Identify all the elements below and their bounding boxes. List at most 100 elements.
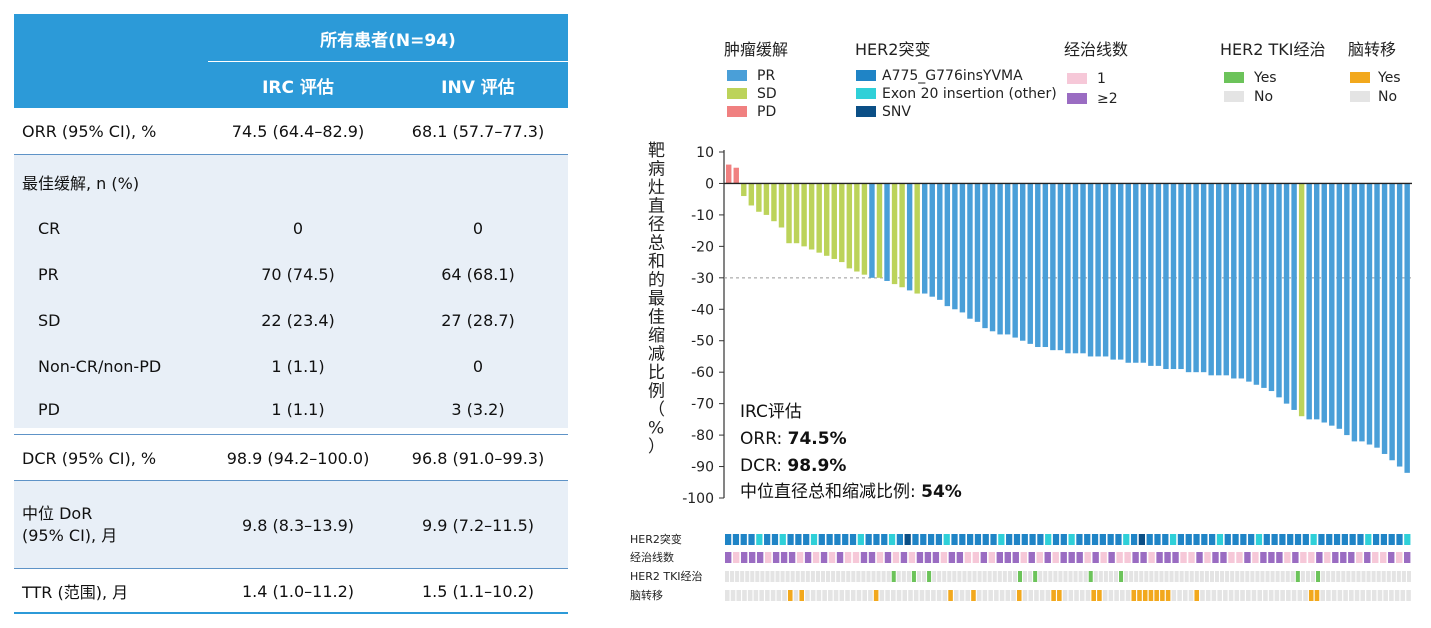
track-cell: [1165, 590, 1171, 601]
track-cell: [940, 552, 948, 563]
track-cell: [1179, 571, 1184, 582]
track-cell: [1196, 552, 1203, 563]
track-cell: [793, 590, 799, 601]
track-cell: [908, 552, 916, 563]
track-cell: [1209, 534, 1216, 545]
track-cell: [1115, 534, 1122, 545]
bar: [967, 183, 973, 319]
track-cell: [1083, 571, 1088, 582]
track-cell: [1189, 571, 1194, 582]
track-cell: [736, 590, 742, 601]
track-cell: [1194, 590, 1200, 601]
track-cell: [1396, 571, 1401, 582]
track-cell: [1162, 534, 1169, 545]
irc-value: 0: [292, 218, 304, 238]
track-cell: [987, 571, 992, 582]
track-cell: [1326, 590, 1331, 601]
track-cell: [732, 534, 740, 545]
legend-swatch-exon20: [856, 88, 876, 99]
y-tick-label: -80: [691, 428, 714, 444]
table-row: 最佳缓解, n (%): [14, 159, 568, 205]
track-cell: [1039, 590, 1045, 601]
legend-label-brain-no: No: [1378, 89, 1397, 105]
irc-value: 1.4 (1.0–11.2): [241, 581, 355, 601]
track-cell: [999, 590, 1005, 601]
bar: [1200, 183, 1207, 373]
track-cell: [873, 590, 879, 601]
bar: [733, 167, 739, 184]
legend-swatch-brain-no: [1350, 91, 1370, 102]
bar: [839, 183, 845, 263]
track-cell: [795, 571, 800, 582]
track-cell: [805, 571, 810, 582]
track-cell: [1268, 590, 1274, 601]
track-cell: [1108, 590, 1114, 601]
bar: [1148, 183, 1154, 366]
bar: [1216, 183, 1222, 376]
track-cell: [1204, 571, 1209, 582]
track-cell: [1251, 590, 1257, 601]
track-cell: [1164, 571, 1169, 582]
bar: [869, 183, 875, 278]
track-cell: [1012, 552, 1019, 563]
track-cell: [967, 571, 972, 582]
track-cell: [1295, 571, 1300, 582]
track-cell: [1285, 571, 1290, 582]
track-cell: [931, 590, 936, 601]
track-cell: [959, 534, 966, 545]
bar: [1140, 183, 1147, 363]
track-cell: [764, 552, 772, 563]
track-label: 脑转移: [630, 588, 663, 602]
track-cell: [1132, 552, 1139, 563]
bars: [724, 164, 1412, 473]
bar: [1178, 183, 1184, 370]
track-cell: [740, 571, 745, 582]
y-axis-ticks: 10 0 -10 -20 -30 -40 -50 -60 -70 -80 -90 -100: [682, 145, 724, 507]
track-cell: [1302, 534, 1309, 545]
track-cell: [1292, 552, 1299, 563]
track-cell: [1020, 552, 1027, 563]
track-cell: [919, 590, 925, 601]
track-cell: [1303, 590, 1308, 601]
track-cell: [759, 590, 764, 601]
track-cell: [1029, 534, 1036, 545]
legend-swatch-pd: [727, 106, 747, 117]
track-cell: [1276, 552, 1283, 563]
track-cell: [1300, 552, 1307, 563]
track-cell: [1320, 590, 1325, 601]
track-cell: [1401, 571, 1406, 582]
track-cell: [1331, 590, 1337, 601]
track-cell: [1257, 590, 1263, 601]
bar: [1118, 183, 1124, 360]
track-cell: [1144, 571, 1149, 582]
bar: [1351, 183, 1358, 442]
track-cell: [1139, 571, 1144, 582]
track-cell: [1380, 552, 1387, 563]
track-cell: [1156, 552, 1163, 563]
bar: [944, 183, 951, 307]
track-cell: [1366, 590, 1371, 601]
track-cell: [1021, 534, 1028, 545]
track-cell: [1308, 552, 1315, 563]
bar: [1336, 183, 1343, 429]
track-cell: [942, 571, 947, 582]
track-cell: [1263, 534, 1270, 545]
track-cell: [1371, 590, 1377, 601]
track-cell: [1146, 534, 1153, 545]
track-cell: [1348, 552, 1355, 563]
track-cell: [1124, 552, 1131, 563]
track-cell: [1255, 534, 1263, 545]
track-cell: [996, 552, 1003, 563]
track-cell: [873, 534, 880, 545]
track-cell: [1366, 571, 1371, 582]
track-cell: [1380, 534, 1388, 545]
track-cell: [787, 534, 794, 545]
track-cell: [862, 590, 867, 601]
track-cell: [1074, 590, 1079, 601]
track-cell: [988, 590, 993, 601]
track-cell: [748, 552, 756, 563]
track-cell: [998, 534, 1005, 545]
y-axis-title: 靶病灶直径总和的最佳缩减比例（%）: [648, 141, 665, 457]
bar: [1291, 183, 1297, 410]
track-cell: [1230, 571, 1235, 582]
